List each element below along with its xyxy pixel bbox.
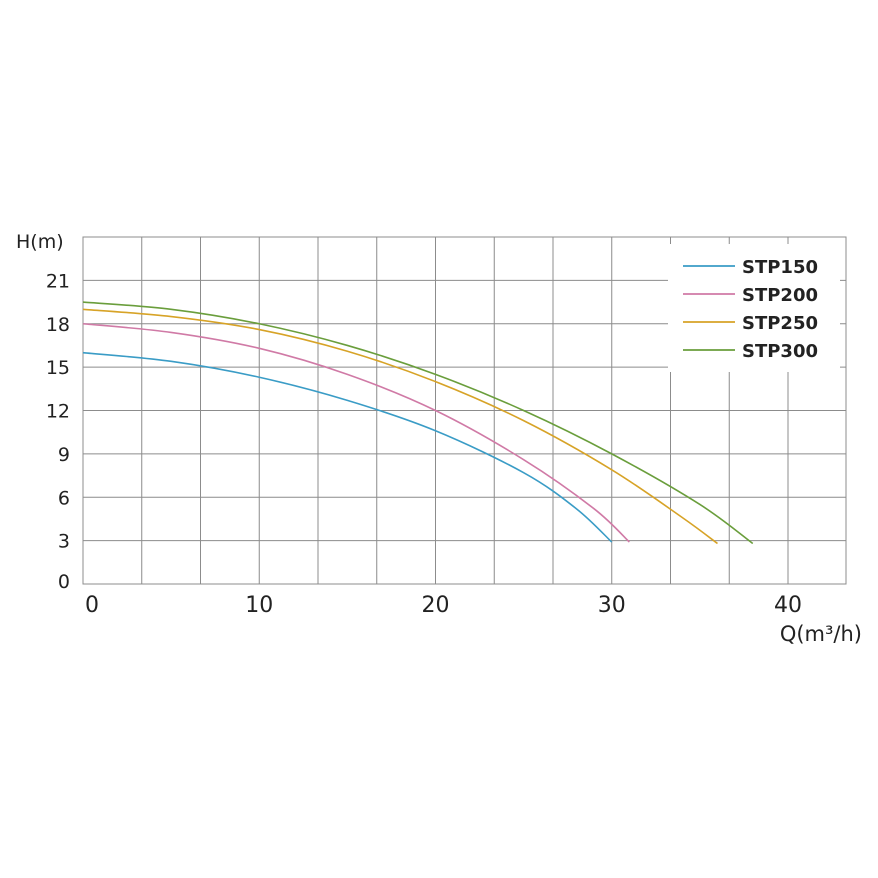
y-axis-label: H(m) [16,231,64,253]
series-line-stp250 [82,308,718,545]
legend-label-stp150: STP150 [742,257,818,278]
x-tick-label: 0 [85,593,99,618]
legend: STP150 STP200 STP250 STP300 [668,244,840,372]
y-tick-label: 0 [58,571,70,593]
y-tick-label: 6 [58,487,70,509]
legend-label-stp300: STP300 [742,341,818,362]
series-line-stp300 [82,301,754,545]
axes: 0 3 6 9 12 15 18 21 0 10 20 30 40 [46,236,847,618]
y-tick-label: 18 [46,314,70,336]
y-tick-label: 3 [58,531,70,553]
series-line-stp200 [82,322,630,543]
x-tick-label: 20 [422,593,450,618]
legend-label-stp250: STP250 [742,313,818,334]
legend-label-stp200: STP200 [742,285,818,306]
x-tick-label: 10 [245,593,273,618]
y-tick-label: 9 [58,444,70,466]
y-tick-label: 12 [46,401,70,423]
x-tick-label: 40 [774,593,802,618]
series-line-stp150 [82,351,613,543]
series-lines [82,301,754,545]
plot-frame [82,236,847,585]
y-tick-label: 15 [46,357,70,379]
x-tick-label: 30 [598,593,626,618]
y-tick-label: 21 [46,270,70,292]
x-axis-label: Q(m³/h) [780,622,862,646]
